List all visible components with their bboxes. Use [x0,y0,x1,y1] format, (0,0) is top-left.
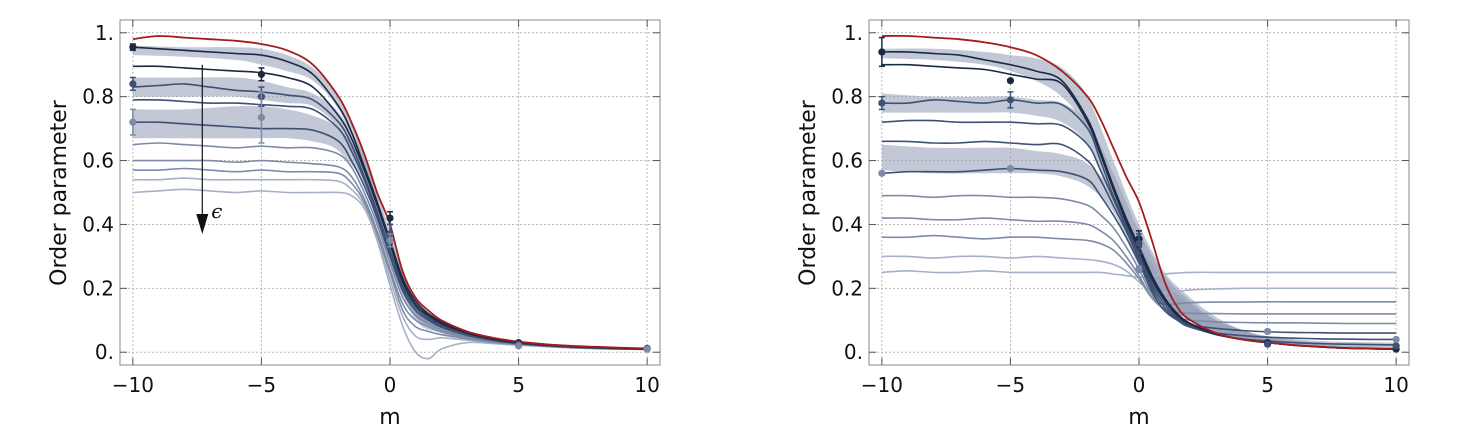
series-line [881,217,1397,315]
data-point [129,118,137,126]
data-point [1006,77,1015,85]
data-point [878,169,886,177]
series-line [881,140,1397,341]
data-point [878,48,886,56]
x-axis-label: m [379,405,400,430]
x-tick-label: 10 [1383,373,1408,397]
data-point [1392,335,1400,344]
data-point [257,70,266,78]
y-tick-label: 0.4 [831,212,863,236]
y-tick-label: 1. [844,21,863,45]
annotation-epsilon: ϵ [211,199,222,223]
series-line [881,255,1397,294]
x-tick-label: −5 [247,373,276,397]
y-axis-label: Order parameter [796,99,821,286]
data-point [1263,340,1272,348]
x-tick-label: 5 [1261,373,1274,397]
data-point [257,113,266,122]
y-tick-label: 0. [95,340,114,364]
x-tick-label: −10 [112,373,154,397]
annotation-arrow-head [196,214,209,235]
data-point [514,342,523,350]
y-tick-label: 0.8 [82,85,114,109]
x-tick-label: 0 [384,373,397,397]
reference-series-line [881,34,1397,350]
series-line [881,119,1397,346]
right-panel: −10 −5 0 5 10 0. 0.2 0.4 0.6 0.8 1. m Order parame… [796,19,1410,430]
series-line [881,167,1397,334]
x-tick-label: −5 [996,373,1025,397]
data-point [878,99,886,107]
x-tick-label: 0 [1133,373,1146,397]
y-tick-label: 0.2 [831,276,863,300]
data-point [1392,342,1400,350]
x-tick-label: 5 [512,373,525,397]
data-point [1135,265,1143,273]
y-tick-label: 0.2 [82,276,114,300]
uncertainty-band [132,105,648,350]
data-point [1263,327,1272,336]
x-axis-label: m [1128,405,1149,430]
data-point [1006,164,1015,173]
y-axis-label: Order parameter [47,99,72,286]
data-point [129,43,137,51]
data-point [386,214,394,222]
series-line [881,270,1397,278]
y-tick-label: 0.6 [831,149,863,173]
series-line [881,234,1397,306]
y-tick-label: 1. [95,21,114,45]
y-tick-label: 0.4 [82,212,114,236]
data-point [1135,240,1143,248]
x-tick-label: −10 [861,373,903,397]
data-point [1006,96,1015,104]
y-tick-label: 0. [844,340,863,364]
data-point [386,236,394,245]
x-tick-label: 10 [634,373,659,397]
y-tick-label: 0.8 [831,85,863,109]
y-tick-label: 0.6 [82,149,114,173]
left-panel: −10 −5 0 5 10 0. 0.2 0.4 0.6 0.8 1. ϵ m Order para… [47,19,661,430]
data-point [129,80,137,88]
data-point [643,345,651,353]
